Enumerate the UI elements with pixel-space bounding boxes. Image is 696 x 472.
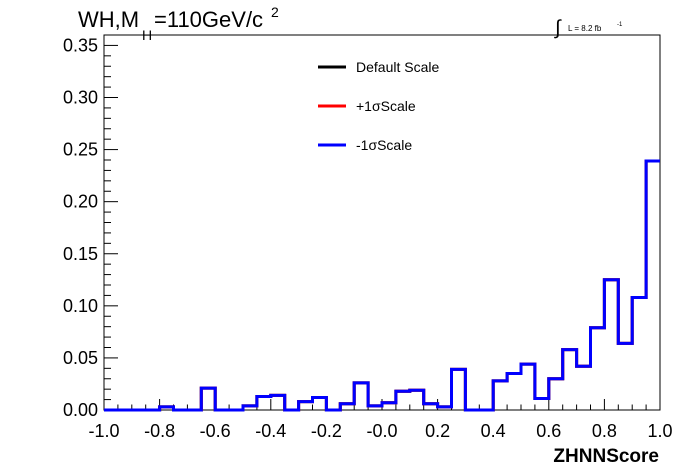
series-0-histogram [104, 159, 660, 412]
x-tick-label: 1.0 [647, 421, 672, 441]
luminosity-label: L = 8.2 fb [568, 24, 602, 33]
legend: Default Scale +1σScale -1σScale [318, 59, 439, 153]
chart-title-main: WH,M [78, 7, 139, 32]
x-tick-label: 0.2 [425, 421, 450, 441]
y-tick-label: 0.10 [63, 296, 98, 316]
series-1-histogram [104, 159, 660, 412]
legend-label-plus: +1σScale [356, 98, 416, 114]
y-tick-label: 0.30 [63, 88, 98, 108]
y-tick-label: 0.20 [63, 192, 98, 212]
luminosity-superscript: -1 [617, 22, 623, 28]
chart-title-superscript: 2 [271, 4, 279, 20]
y-tick-label: 0.15 [63, 244, 98, 264]
x-tick-label: 0.6 [536, 421, 561, 441]
chart-title-rest: =110GeV/c [154, 7, 263, 32]
y-tick-label: 0.35 [63, 35, 98, 55]
x-tick-label: -0.8 [144, 421, 175, 441]
series-2-histogram [104, 159, 660, 412]
legend-label-default: Default Scale [356, 59, 439, 75]
x-tick-label: -0.2 [311, 421, 342, 441]
y-tick-label: 0.05 [63, 348, 98, 368]
x-axis-label: ZHNNScore [553, 446, 659, 467]
chart-title-subscript: H [142, 27, 152, 43]
x-tick-label: 0.8 [592, 421, 617, 441]
x-tick-label: -0.0 [366, 421, 397, 441]
x-axis: -1.0 -0.8 -0.6 -0.4 -0.2 -0.0 0.2 0.4 0.6 0.8 1.0 [88, 399, 673, 441]
x-tick-label: -0.4 [255, 421, 286, 441]
legend-label-minus: -1σScale [356, 137, 412, 153]
y-tick-label: 0.25 [63, 140, 98, 160]
x-tick-label: -0.6 [200, 421, 231, 441]
x-tick-label: -1.0 [88, 421, 119, 441]
y-axis: 0.00 0.05 0.10 0.15 0.20 0.25 0.30 0.35 [63, 34, 118, 420]
series-layer [104, 159, 660, 412]
x-tick-label: 0.4 [481, 421, 506, 441]
integral-symbol: ∫ [554, 17, 562, 39]
y-tick-label: 0.00 [63, 400, 98, 420]
